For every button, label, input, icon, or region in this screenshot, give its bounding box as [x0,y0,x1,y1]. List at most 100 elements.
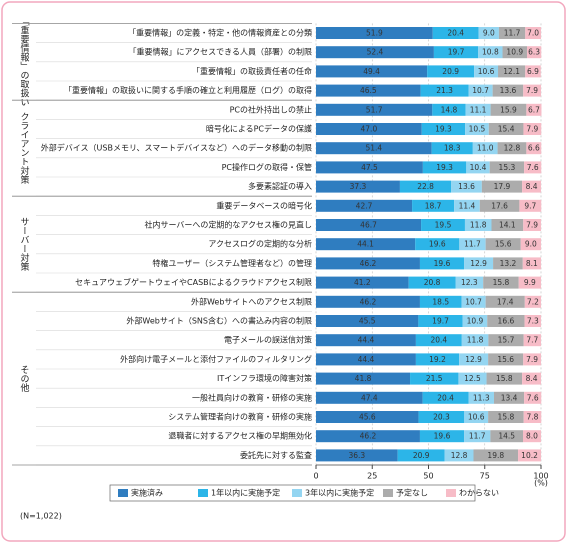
value-label: 10.5 [469,125,486,134]
bar-segment [468,391,494,404]
bar-segment [523,334,541,347]
bar-segment [316,65,428,78]
bar-segment [408,276,456,289]
bar-segment [464,411,489,423]
bar-segment [527,46,542,59]
value-label: 46.2 [360,297,377,306]
value-label: 51.4 [365,144,382,153]
value-label: 7.2 [527,297,539,306]
value-label: 47.0 [361,125,378,134]
bar-segment [461,334,489,347]
category-label: 委託先に対する監査 [240,450,312,460]
bar-segment [316,430,420,443]
category-label: 暗号化によるPCデータの保護 [206,124,312,134]
value-label: 15.7 [498,336,515,345]
bar-segment [488,123,524,135]
category-label: 外部Webサイト（SNS含む）への書込み内容の制限 [126,316,312,326]
bar-segment [316,372,411,385]
group-label: サーバー対策 [19,217,30,272]
bar-segment [418,315,463,327]
value-label: 13.6 [458,182,475,191]
value-label: 37.3 [350,182,367,191]
value-label: 6.3 [528,48,540,57]
value-label: 10.6 [478,67,495,76]
value-label: 36.3 [348,451,365,460]
x-tick-label: 0 [313,472,318,481]
value-label: 15.8 [493,278,510,287]
bar-segment [464,219,492,231]
bar-segment [478,27,499,39]
legend-label: 1年以内に実施予定 [211,488,280,498]
bar-segment [488,353,524,366]
value-label: 7.0 [527,29,539,38]
value-label: 51.7 [366,105,383,114]
value-label: 11.8 [470,221,487,230]
x-tick-label: 75 [480,472,490,481]
bar-segment [526,103,542,116]
value-label: 7.9 [526,355,538,364]
bar-segment [523,411,542,423]
value-label: 11.0 [477,144,494,153]
value-label: 6.6 [528,144,540,153]
bar-segment [479,199,520,212]
legend-swatch [446,489,456,497]
bar-segment [415,238,460,251]
bar-segment [412,199,455,212]
bar-segment [316,391,423,404]
bar-segment [316,84,421,97]
bar-segment [316,295,420,308]
value-label: 12.9 [465,355,482,364]
bar-segment [420,84,469,97]
value-label: 13.2 [500,259,517,268]
value-label: 11.8 [467,336,484,345]
bar-segment [316,180,400,193]
value-label: 19.7 [432,317,449,326]
category-label: PCの社外持出しの禁止 [230,104,312,114]
bar-segment [455,276,484,289]
value-label: 7.7 [526,336,538,345]
category-label: 外部Webサイトへのアクセス制限 [191,296,312,306]
bar-segment [431,142,473,155]
value-label: 15.3 [499,163,516,172]
value-label: 10.9 [506,48,523,57]
bar-segment [485,238,521,251]
value-label: 19.6 [434,432,451,441]
bar-segment [422,391,469,404]
value-label: 18.7 [425,201,442,210]
value-label: 15.8 [496,374,513,383]
bar-segment [489,161,525,174]
bar-segment [464,430,491,443]
value-label: 11.7 [504,29,521,38]
bar-segment [458,372,487,385]
value-label: 10.2 [521,451,538,460]
bar-segment [502,46,528,59]
bar-segment [498,27,526,39]
bar-segment [492,84,524,97]
value-label: 14.8 [441,105,458,114]
bar-segment [525,27,541,39]
bar-segment [316,199,413,212]
value-label: 19.2 [429,355,446,364]
value-label: 46.5 [360,86,377,95]
bar-segment [316,219,422,231]
bar-segment [473,449,519,462]
category-label: 重要データベースの暗号化 [216,200,312,210]
bar-segment [444,449,474,462]
bar-segment [478,46,503,59]
value-label: 13.6 [500,86,517,95]
bar-segment [523,123,542,135]
x-tick-label: 100 [533,472,548,481]
value-label: 7.3 [527,317,539,326]
bar-segment [421,219,465,231]
value-label: 8.1 [526,259,538,268]
value-label: 14.5 [498,432,515,441]
bar-segment [493,391,525,404]
bar-segment [491,219,524,231]
bar-segment [462,315,488,327]
value-label: 18.3 [444,144,461,153]
legend-label: 3年以内に実施予定 [305,488,374,498]
value-label: 20.4 [437,393,454,402]
bar-segment [433,46,479,59]
legend-label: わからない [459,489,499,498]
bar-segment [524,391,542,404]
